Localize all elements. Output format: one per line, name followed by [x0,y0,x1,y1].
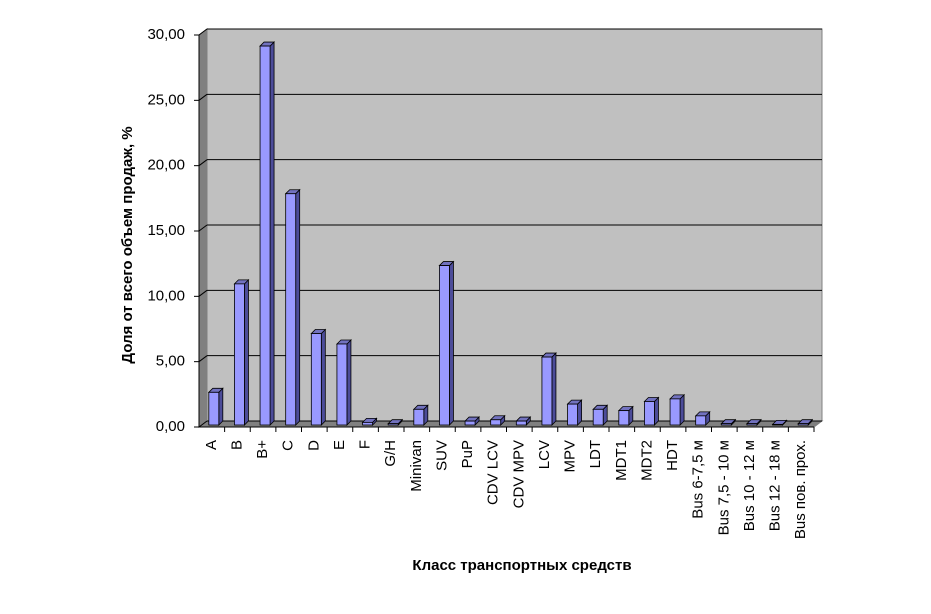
y-tick-label: 10,00 [147,287,185,304]
grid-line-side [198,93,208,101]
x-tick-label: C [280,440,297,451]
x-tick-label: LDT [587,440,604,468]
y-axis-label: Доля от всего объем продаж, % [119,126,136,363]
bar [439,265,450,426]
bar-side [244,278,249,426]
bar [208,391,220,426]
bar [259,45,271,426]
bar [336,343,348,426]
x-tick-label: Bus 7,5 - 10 м [715,440,732,535]
bar [464,420,476,426]
x-tick-label: D [305,440,322,451]
y-tick-label: 15,00 [147,222,185,239]
y-tick-label: 5,00 [156,353,185,370]
bar [515,420,527,426]
bar [310,333,322,426]
x-tick-label: B [228,440,245,450]
bar [567,403,578,426]
bar [669,398,681,426]
grid-line-side [198,28,208,36]
x-tick-label: B+ [254,440,271,459]
bar-side [320,328,326,426]
x-tick-label: Bus 6-7,5 м [690,440,707,519]
bar [541,356,553,426]
bar [746,423,758,426]
bar [234,283,245,426]
x-tick-label: MPV [562,440,579,473]
x-tick-label: MDT2 [638,440,655,481]
x-tick-label: Minivan [408,440,425,492]
grid-line-side [198,355,208,363]
bar [644,401,655,426]
x-tick-label: CDV MPV [510,440,527,508]
bar [772,423,783,426]
x-tick-label: G/H [382,440,399,467]
bar-side [269,41,275,426]
bar [592,408,604,426]
grid-line-side [198,224,208,232]
x-tick-label: Bus 10 - 12 м [741,440,758,531]
bar-side [295,188,301,426]
bar-side [679,393,685,426]
x-tick-label: Bus пов. прох. [792,440,809,539]
bar-side [551,352,557,426]
bar-side [654,396,659,426]
x-tick-label: PuP [459,440,476,468]
bar-side [346,339,352,426]
x-tick-label: MDT1 [613,440,630,481]
y-tick-label: 0,00 [156,418,185,435]
grid-line-side [198,289,208,297]
bar [797,423,809,426]
bar-side [218,387,224,426]
x-tick-label: F [357,440,374,449]
x-tick-label: HDT [664,440,681,471]
bar [618,410,630,426]
x-tick-label: CDV LCV [485,440,502,505]
bar [490,419,502,426]
grid-line-side [198,159,208,167]
bar-side [449,260,454,426]
bar [413,408,425,426]
x-tick-label: A [203,440,220,450]
bar [285,193,297,426]
y-tick-label: 30,00 [147,26,185,43]
x-tick-label: SUV [433,440,450,471]
bar [362,421,373,426]
y-tick-label: 25,00 [147,91,185,108]
x-axis-label: Класс транспортных средств [412,557,631,574]
x-tick-label: LCV [536,440,553,469]
x-tick-label: Bus 12 - 18 м [767,440,784,531]
bar [387,423,399,426]
grid-line-side [198,420,208,428]
bar [720,423,732,426]
y-tick-label: 20,00 [147,157,185,174]
x-tick-label: E [331,440,348,450]
bar [695,415,707,426]
